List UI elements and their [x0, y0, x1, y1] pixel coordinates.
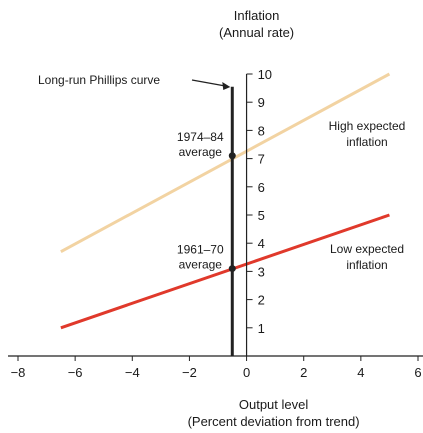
average-label-1-line-1: 1961–70	[177, 243, 224, 257]
y-axis-title-line-1: Inflation	[234, 8, 280, 23]
lrpc-arrow-head	[222, 82, 231, 90]
low-expected-label-line-2: inflation	[346, 258, 387, 272]
y-tick-label-5: 5	[258, 208, 265, 223]
lrpc-label: Long-run Phillips curve	[38, 73, 160, 87]
x-axis-title-line-2: (Percent deviation from trend)	[188, 414, 360, 429]
y-tick-label-2: 2	[258, 293, 265, 308]
series-line-1	[60, 213, 390, 330]
x-tick-label-6: 4	[357, 365, 364, 380]
axes-layer	[8, 73, 423, 361]
y-axis-title-line-2: (Annual rate)	[219, 25, 294, 40]
average-label-1-line-2: average	[179, 258, 223, 272]
average-marker-1	[228, 265, 236, 273]
y-tick-label-4: 4	[258, 236, 265, 251]
x-tick-label-5: 2	[300, 365, 307, 380]
x-axis-title-line-1: Output level	[239, 397, 308, 412]
x-tick-label-7: 6	[414, 365, 421, 380]
label-layer: 1 2 3 4 5 6 7 8 9 10 −8 −6 −4 −2 0 2 4 6 Inflation (Annual …	[11, 8, 422, 429]
series-layer	[60, 72, 391, 356]
x-tick-label-1: −6	[68, 365, 83, 380]
lrpc-arrow-line	[191, 79, 226, 87]
average-marker-0	[228, 152, 236, 160]
y-tick-label-6: 6	[258, 180, 265, 195]
x-tick-label-3: −2	[182, 365, 197, 380]
series-line-0	[60, 72, 391, 253]
y-tick-label-1: 1	[258, 321, 265, 336]
high-expected-label-line-1: High expected	[329, 119, 406, 133]
x-tick-label-4: 0	[243, 365, 250, 380]
average-label-0-line-2: average	[179, 145, 223, 159]
y-tick-label-10: 10	[258, 67, 272, 82]
average-label-0-line-1: 1974–84	[177, 130, 224, 144]
y-tick-label-8: 8	[258, 123, 265, 138]
y-tick-label-3: 3	[258, 264, 265, 279]
y-tick-label-7: 7	[258, 152, 265, 167]
x-tick-label-0: −8	[11, 365, 26, 380]
low-expected-label-line-1: Low expected	[330, 242, 404, 256]
high-expected-label-line-2: inflation	[346, 135, 387, 149]
x-tick-label-2: −4	[125, 365, 140, 380]
y-tick-label-9: 9	[258, 95, 265, 110]
